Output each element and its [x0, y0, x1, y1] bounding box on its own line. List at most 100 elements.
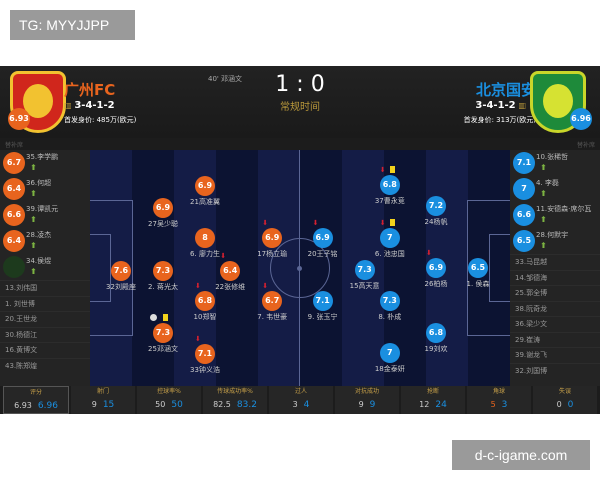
bench-player[interactable]: 20.王世龙	[0, 311, 90, 327]
sub-in-arrow-icon: ⬆	[30, 163, 37, 172]
away-team-name[interactable]: 北京国安	[475, 81, 536, 99]
goal-ball-icon	[150, 314, 157, 321]
player-name: 18金泰妍	[374, 365, 405, 373]
stat-tab[interactable]: 对抗成功 9 9	[335, 386, 399, 414]
bench-player[interactable]: 6.6 39.谭凯元 ⬆	[0, 202, 90, 228]
player-marker[interactable]: 6.8 19刘欢	[406, 320, 466, 354]
bench-player[interactable]: 16.黄博文	[0, 342, 90, 358]
stat-tab[interactable]: 评分 6.93 6.96	[3, 386, 69, 414]
away-value: 50	[171, 400, 183, 410]
stat-label: 射门	[96, 388, 109, 395]
player-name: 37曹永竞	[374, 197, 405, 205]
sub-out-arrow-icon: ⬇	[220, 252, 227, 260]
player-name: 6. 廖力生	[190, 250, 220, 258]
player-marker[interactable]: 6.9 21高准翼	[175, 173, 235, 207]
player-marker[interactable]: 7.3 15高天意	[335, 257, 395, 291]
bench-player[interactable]: 38.阮奇龙	[510, 300, 600, 317]
away-bench: 7.1 10.张稀哲 ⬆ 7 4. 李磊 ⬆ 6.6 11.安德森·席尔瓦 ⬆ 6.5 28.何默宇…	[510, 150, 600, 386]
bench-player[interactable]: 36.梁少文	[510, 316, 600, 332]
player-marker[interactable]: 6.9 27吴少聪	[133, 195, 193, 229]
bench-player[interactable]: 6.4 36.何超 ⬆	[0, 176, 90, 202]
bench-player[interactable]: 6.5 28.何默宇 ⬆	[510, 228, 600, 254]
home-team-name[interactable]: 广州FC	[64, 81, 116, 99]
stat-tab[interactable]: 传球成功率% 82.5 83.2	[203, 386, 267, 414]
player-marker[interactable]: 6.9 ⬇ 26柏杨	[406, 249, 466, 289]
bench-player[interactable]: 7 4. 李磊 ⬆	[510, 176, 600, 202]
away-value: 6.96	[37, 401, 58, 411]
away-value: 24	[435, 400, 447, 410]
stat-values: 6.93 6.96	[4, 399, 68, 413]
bench-player[interactable]: 7.1 10.张稀哲 ⬆	[510, 150, 600, 176]
bench-player[interactable]: 29.崔涛	[510, 331, 600, 348]
player-marker[interactable]: 7 18金泰妍	[360, 340, 420, 374]
bench-player[interactable]: 30.杨德江	[0, 326, 90, 343]
rating-badge: 6.9	[153, 198, 173, 218]
yellow-card-icon	[389, 219, 395, 226]
bench-player[interactable]: 33.马昆越	[510, 254, 600, 270]
sub-out-arrow-icon: ⬇	[426, 249, 432, 257]
rating-badge: 6.6	[513, 204, 535, 226]
player-marker[interactable]: 6.9 ⬇ 20王子铭	[293, 219, 353, 259]
player-marker[interactable]: 6.8 ⬇ 10郑智	[175, 282, 235, 322]
player-marker[interactable]: 7.6 32刘殿座	[91, 258, 151, 292]
player-marker[interactable]: 6.8 ⬇ 37曹永竞	[360, 166, 420, 206]
yellow-card-icon	[163, 314, 168, 321]
player-name: 36.何超	[26, 179, 52, 187]
bench-player[interactable]: 25.郭全博	[510, 285, 600, 301]
player-name: 7. 韦世豪	[257, 313, 288, 321]
stat-label: 评分	[29, 389, 42, 396]
player-marker[interactable]: 7 ⬇ 6. 池忠国	[360, 219, 420, 259]
rating-badge: 6.9	[426, 258, 446, 278]
rating-badge: 7.3	[379, 291, 400, 311]
away-value: 0	[567, 400, 574, 410]
bench-player[interactable]: 6.7 35.李学鹏 ⬆	[0, 150, 90, 176]
home-bench: 6.7 35.李学鹏 ⬆ 6.4 36.何超 ⬆ 6.6 39.谭凯元 ⬆ 6.4 28.凌杰 ⬆ 34…	[0, 150, 90, 386]
home-penalty-box	[90, 200, 133, 336]
stat-tab[interactable]: 控球率% 50 50	[137, 386, 201, 414]
bench-player[interactable]: 6.6 11.安德森·席尔瓦 ⬆	[510, 202, 600, 228]
player-marker[interactable]: 6.7 ⬇ 7. 韦世豪	[242, 282, 302, 322]
player-marker[interactable]: 6.4 ⬇ 22张修维	[200, 252, 260, 292]
bench-player[interactable]: 39.谢龙飞	[510, 347, 600, 363]
bench-player[interactable]: 1. 刘世博	[0, 295, 90, 312]
bench-player[interactable]: 14.邹德海	[510, 269, 600, 286]
player-marker[interactable]: 7.3 2. 蒋光太	[133, 258, 193, 292]
rating-badge: 7	[379, 228, 400, 248]
bench-player[interactable]: 13.刘伟国	[0, 280, 90, 296]
formation-icon: ▥	[515, 101, 526, 110]
rating-badge-empty	[3, 256, 25, 278]
sub-out-arrow-icon: ⬇	[195, 335, 201, 343]
center-spot	[297, 266, 302, 271]
player-name: 4. 李磊	[536, 179, 559, 187]
home-value: 9	[358, 400, 364, 409]
away-value: 4	[303, 400, 310, 410]
stat-label: 传球成功率%	[217, 388, 253, 395]
player-marker[interactable]: 7.3 25邓涵文	[133, 314, 193, 354]
center-circle	[270, 238, 330, 298]
player-name: 17杨立瑜	[257, 250, 288, 258]
player-marker[interactable]: 6.9 ⬇ 17杨立瑜	[242, 219, 302, 259]
stat-tab[interactable]: 角球 5 3	[467, 386, 531, 414]
player-name: 32刘殿座	[106, 283, 136, 291]
away-value: 首发身价: 313万(欧元)	[463, 116, 536, 124]
rating-badge: 6.9	[195, 176, 215, 196]
player-marker[interactable]: 6.5 1. 侯森	[448, 255, 508, 289]
stat-tab[interactable]: 射门 9 15	[71, 386, 135, 414]
stat-tab[interactable]: 过人 3 4	[269, 386, 333, 414]
player-marker[interactable]: 7.1 ⬇ 33钟义浩	[175, 335, 235, 375]
player-marker[interactable]: 8 6. 廖力生	[175, 225, 235, 259]
player-marker[interactable]: 7.2 24杨帆	[406, 193, 466, 227]
bench-player[interactable]: 32.刘国博	[510, 362, 600, 379]
player-marker[interactable]: 7.3 8. 朴成	[360, 288, 420, 322]
stats-bar: 评分 6.93 6.96 射门 9 15 控球率% 50 50 传球成功率% 82.5 83.2 过人 3…	[0, 386, 600, 414]
stat-tab[interactable]: 抢断 12 24	[401, 386, 465, 414]
stat-label: 失误	[558, 388, 571, 395]
stat-tab[interactable]: 失误 0 0	[533, 386, 597, 414]
player-marker[interactable]: 7.1 9. 张玉宁	[293, 288, 353, 322]
bench-player[interactable]: 34.侯煜 ⬆	[0, 254, 90, 280]
bench-player[interactable]: 43.陈郑煌	[0, 357, 90, 374]
bench-player[interactable]: 6.4 28.凌杰 ⬆	[0, 228, 90, 254]
rating-badge: 7.2	[426, 196, 446, 216]
